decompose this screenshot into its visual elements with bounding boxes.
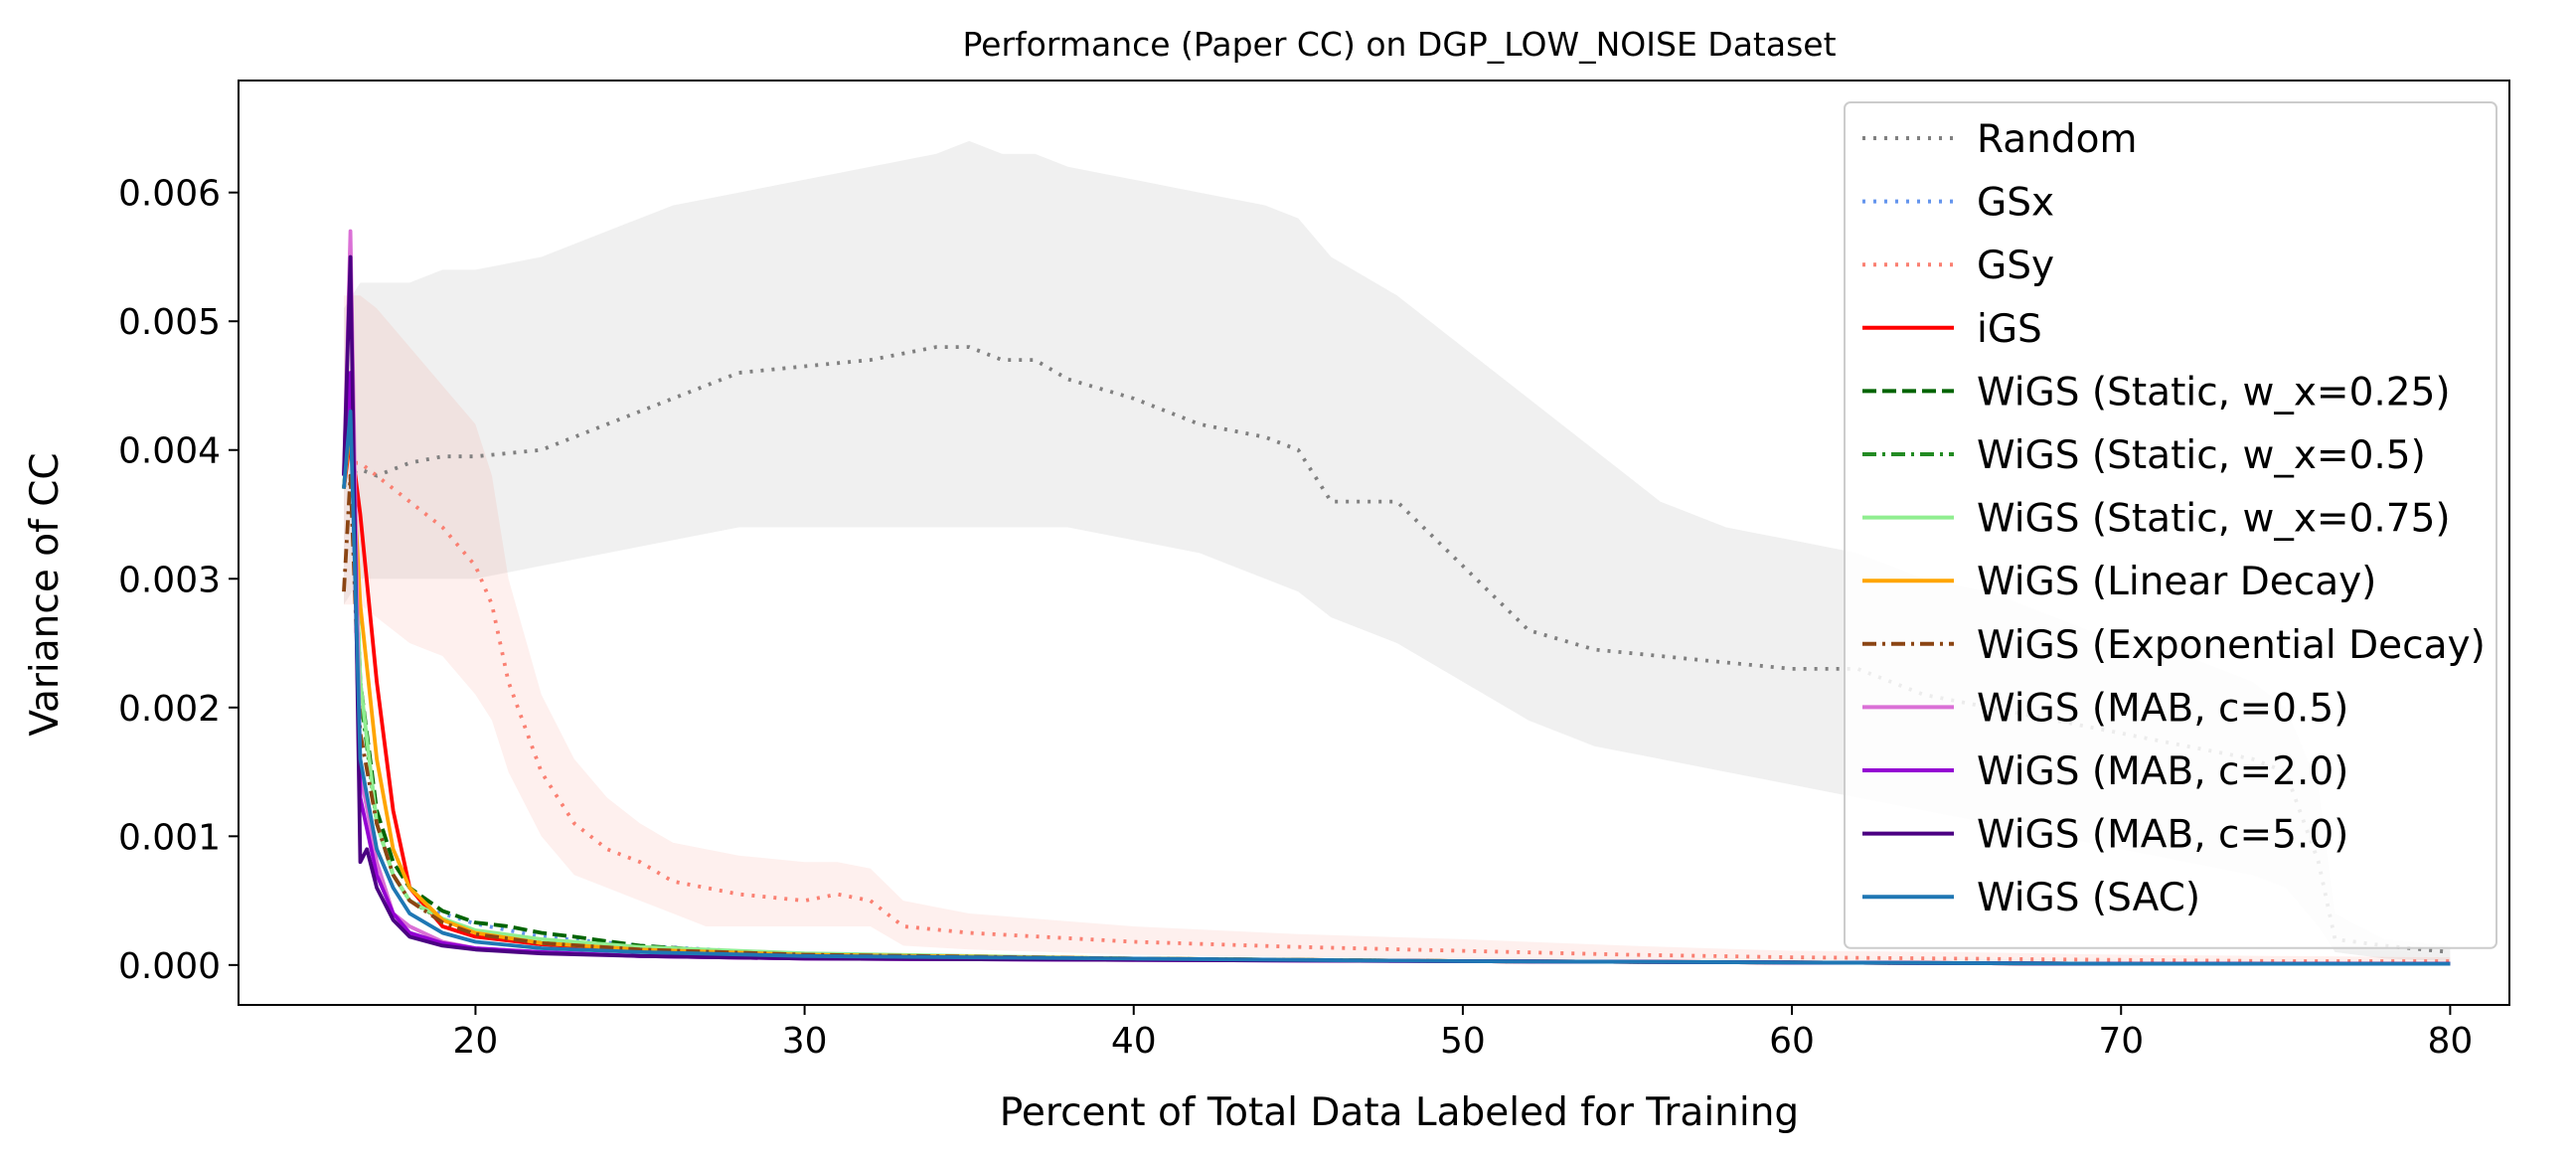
legend-label-wigs-static-w-x-0-5: WiGS (Static, w_x=0.5)	[1977, 433, 2426, 478]
legend-label-random: Random	[1977, 117, 2137, 162]
x-tick-label: 50	[1440, 1021, 1486, 1062]
legend-label-wigs-exponential-decay: WiGS (Exponential Decay)	[1977, 623, 2486, 668]
series-line-wigs-sac	[342, 409, 2451, 966]
y-tick-label: 0.004	[118, 431, 221, 472]
x-tick-label: 40	[1111, 1021, 1157, 1062]
y-tick-label: 0.001	[118, 817, 221, 858]
x-tick-label: 30	[782, 1021, 828, 1062]
legend-label-wigs-mab-c-0-5: WiGS (MAB, c=0.5)	[1977, 686, 2348, 731]
legend-label-gsy: GSy	[1977, 244, 2054, 288]
y-tick-label: 0.003	[118, 560, 221, 600]
y-axis-ticks: 0.000 0.001 0.002 0.003 0.004 0.005 0.006	[118, 174, 239, 987]
legend-label-wigs-static-w-x-0-75: WiGS (Static, w_x=0.75)	[1977, 497, 2451, 542]
y-tick-label: 0.005	[118, 302, 221, 343]
legend-label-wigs-linear-decay: WiGS (Linear Decay)	[1977, 560, 2376, 604]
x-tick-label: 80	[2427, 1021, 2473, 1062]
legend-label-wigs-mab-c-2-0: WiGS (MAB, c=2.0)	[1977, 749, 2348, 794]
legend-label-igs: iGS	[1977, 307, 2042, 352]
series-line-random	[343, 345, 2451, 954]
chart-title: Performance (Paper CC) on DGP_LOW_NOISE …	[962, 25, 1836, 64]
y-tick-label: 0.002	[118, 689, 221, 730]
y-axis-label: Variance of CC	[23, 452, 68, 736]
legend-label-wigs-sac: WiGS (SAC)	[1977, 876, 2200, 920]
legend-box	[1844, 101, 2497, 949]
plot-area-frame	[238, 80, 2510, 1006]
x-axis-ticks: 20 30 40 50 60 70 80	[453, 1005, 2473, 1062]
series-lines	[342, 229, 2451, 966]
legend-label-wigs-static-w-x-0-25: WiGS (Static, w_x=0.25)	[1977, 370, 2451, 414]
x-tick-label: 70	[2098, 1021, 2144, 1062]
y-tick-label: 0.006	[118, 174, 221, 215]
legend-label-gsx: GSx	[1977, 181, 2054, 226]
x-tick-label: 20	[453, 1021, 499, 1062]
y-tick-label: 0.000	[118, 946, 221, 987]
legend: Random GSx GSy iGS WiGS (Static, w_x=0.25) Wi…	[1844, 101, 2497, 949]
legend-label-wigs-mab-c-5-0: WiGS (MAB, c=5.0)	[1977, 813, 2348, 858]
x-axis-label: Percent of Total Data Labeled for Traini…	[1000, 1090, 1799, 1135]
x-tick-label: 60	[1769, 1021, 1815, 1062]
series-line-gsy	[344, 460, 2451, 963]
